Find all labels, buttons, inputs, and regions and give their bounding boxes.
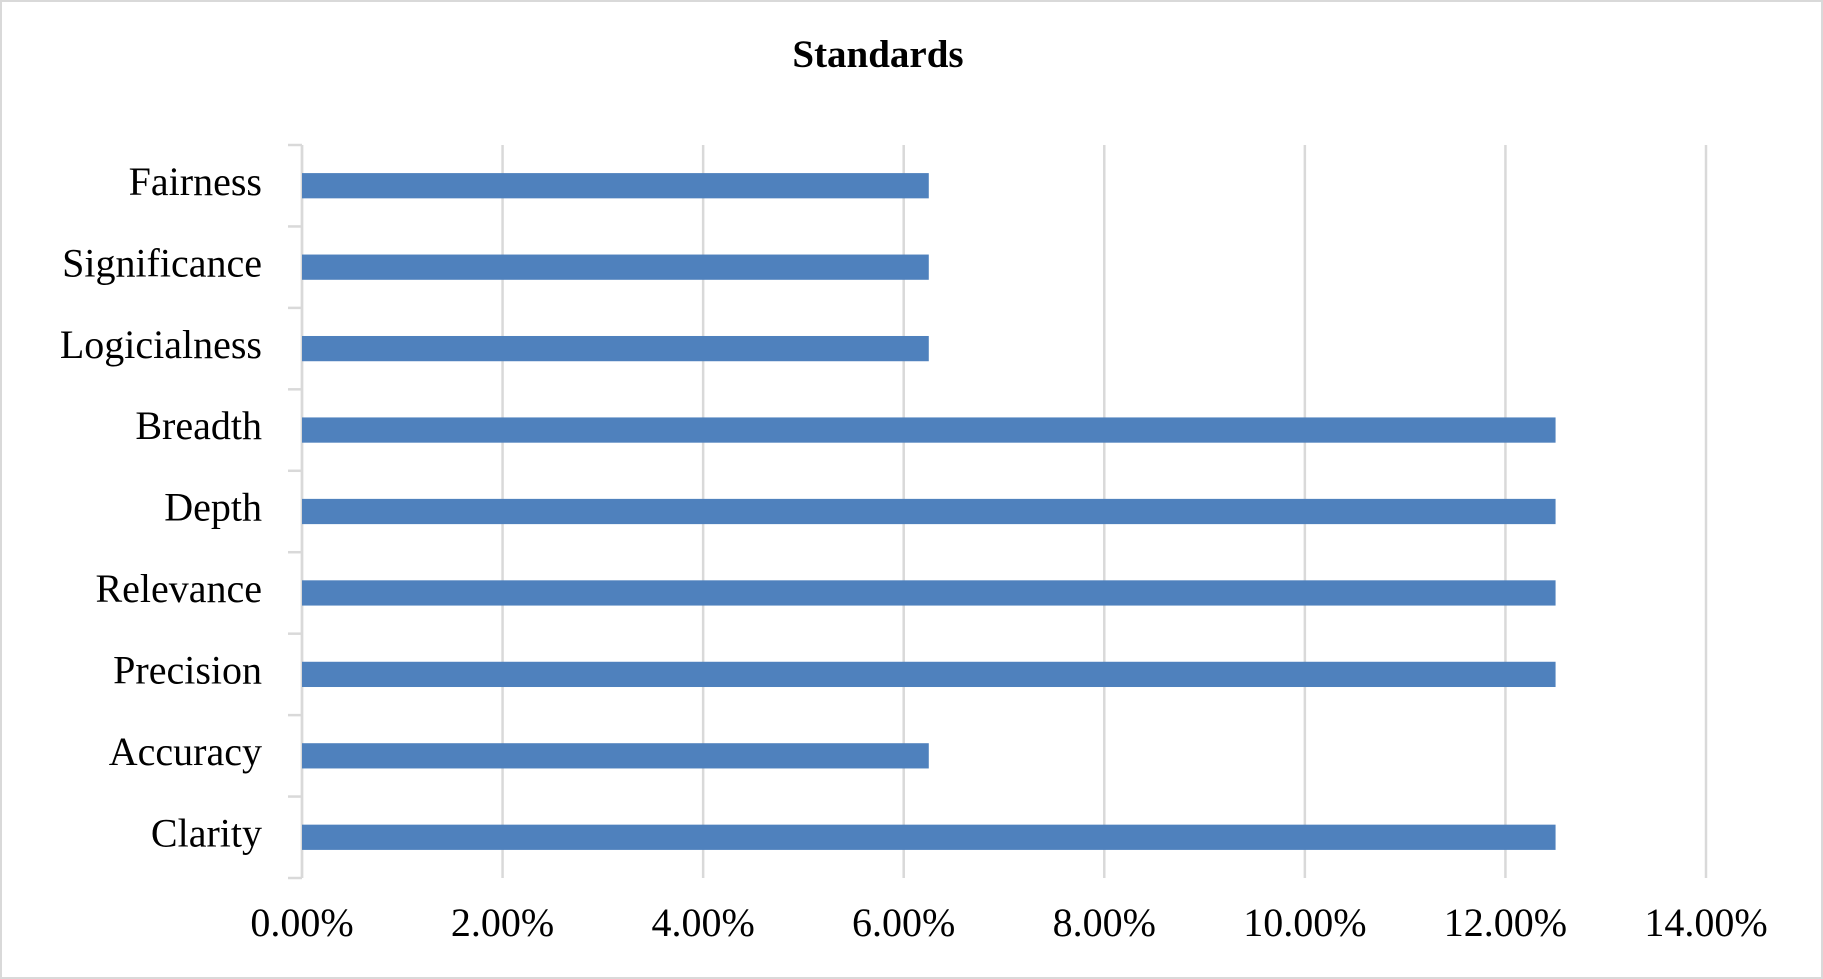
y-tick-label: Accuracy: [109, 729, 262, 774]
x-tick-label: 0.00%: [250, 900, 353, 945]
bar: [302, 580, 1556, 606]
bar: [302, 173, 929, 199]
y-tick-label: Precision: [113, 648, 262, 693]
x-tick-label: 8.00%: [1053, 900, 1156, 945]
x-tick-label: 4.00%: [651, 900, 754, 945]
bar: [302, 417, 1556, 443]
bar: [302, 335, 929, 362]
chart-title: Standards: [792, 33, 963, 76]
y-tick-label: Relevance: [95, 566, 262, 611]
x-tick-label: 10.00%: [1243, 900, 1366, 945]
bar: [302, 824, 1556, 850]
x-tick-label: 12.00%: [1444, 900, 1567, 945]
bar: [302, 254, 929, 280]
x-tick-label: 14.00%: [1644, 900, 1767, 945]
x-tick-label: 6.00%: [852, 900, 955, 945]
x-tick-label: 2.00%: [451, 900, 554, 945]
bar: [302, 743, 929, 769]
bar: [302, 661, 1556, 688]
y-tick-label: Logicialness: [60, 322, 262, 367]
y-tick-label: Breadth: [135, 403, 262, 448]
y-tick-label: Depth: [164, 485, 262, 530]
y-tick-label: Clarity: [151, 810, 262, 855]
bar: [302, 498, 1556, 525]
y-tick-label: Significance: [62, 240, 262, 285]
y-tick-label: Fairness: [129, 159, 262, 204]
